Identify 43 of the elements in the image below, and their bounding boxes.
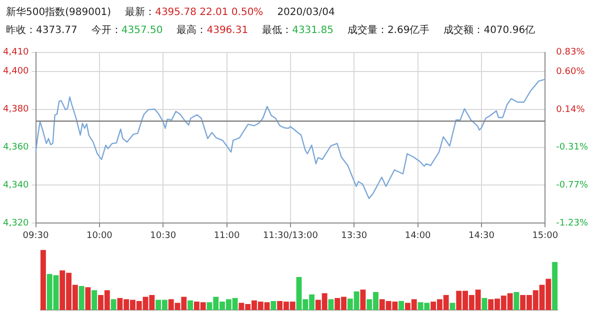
text: 2020/03/04 <box>277 7 335 18</box>
y2-tick-label: -0.77% <box>556 180 588 190</box>
y-tick-label: 4,360 <box>3 142 30 153</box>
bar <box>40 250 46 310</box>
bar <box>514 292 520 310</box>
y-tick-label: 4,400 <box>3 66 30 77</box>
y-tick-label: 4,320 <box>3 218 30 229</box>
bar <box>110 299 116 310</box>
bar <box>188 300 193 310</box>
y2-tick-label: -1.23% <box>556 218 588 229</box>
text: 昨收：4373.77 <box>6 25 78 36</box>
y2-tick-label: -0.31% <box>556 142 588 152</box>
y2-tick-label: 0.14% <box>556 104 586 115</box>
bar <box>270 301 276 310</box>
bar <box>328 299 334 310</box>
bar <box>482 298 488 310</box>
text: 最高：4396.31 <box>176 25 248 36</box>
y-tick-label: 4,340 <box>3 180 30 191</box>
y-tick-label: 4,380 <box>3 104 30 115</box>
chart-title: 新华500指数(989001) <box>6 7 112 18</box>
bar <box>85 287 91 310</box>
y2-tick-label: 0.83% <box>556 48 586 58</box>
bar <box>552 262 558 310</box>
x-tick-label: 11:30/13:00 <box>263 230 318 241</box>
x-tick-label: 13:30 <box>341 230 368 241</box>
y2-tick-label: 0.60% <box>556 66 586 77</box>
x-tick-label: 14:30 <box>468 230 495 241</box>
bar <box>78 286 84 310</box>
text: 成交量：2.69亿手 <box>347 25 430 36</box>
x-tick-label: 11:00 <box>214 230 240 241</box>
text: 成交额：4070.96亿 <box>444 25 536 36</box>
y-tick-label: 4,410 <box>3 48 30 58</box>
text: 今开：4357.50 <box>91 25 163 36</box>
x-tick-label: 14:00 <box>404 230 432 241</box>
x-tick-label: 10:30 <box>150 230 176 241</box>
bar <box>398 301 404 310</box>
text: 最新：4395.78 22.01 0.50% <box>125 7 264 18</box>
bar <box>92 290 98 310</box>
x-tick-label: 15:00 <box>532 230 558 241</box>
x-tick-label: 10:00 <box>86 230 113 241</box>
x-tick-label: 09:30 <box>22 230 50 241</box>
bar <box>360 290 366 310</box>
text: 最低：4331.85 <box>262 25 334 36</box>
